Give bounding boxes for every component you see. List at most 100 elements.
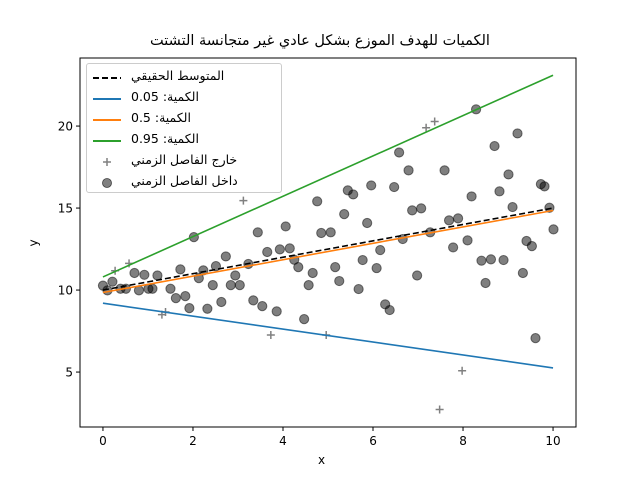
x-tick-label: 2 xyxy=(189,434,197,448)
inside-point xyxy=(339,209,350,220)
inside-point xyxy=(299,313,310,325)
y-axis-ticks: 5 10 15 20 xyxy=(58,120,80,380)
series-line xyxy=(102,207,554,291)
legend-label: الكمية: 0.05 xyxy=(131,89,199,104)
inside-point xyxy=(353,283,364,295)
legend-label: المتوسط الحقيقي xyxy=(131,68,225,83)
y-tick-label: 10 xyxy=(58,284,73,298)
inside-point xyxy=(503,169,514,180)
inside-point xyxy=(548,224,559,235)
inside-point xyxy=(334,275,345,287)
inside-point xyxy=(330,262,341,273)
chart-title: الكميات للهدف الموزع بشكل عادي غير متجان… xyxy=(150,33,490,49)
legend-item-outside-interval: خارج الفاصل الزمني xyxy=(87,151,283,172)
y-tick-label: 5 xyxy=(65,366,73,380)
inside-point xyxy=(362,217,373,229)
inside-point xyxy=(280,221,291,232)
inside-point xyxy=(225,280,236,291)
y-tick-label: 15 xyxy=(58,202,73,216)
data-points xyxy=(97,104,559,414)
inside-point xyxy=(274,244,285,255)
x-tick-label: 0 xyxy=(99,434,107,448)
inside-point xyxy=(526,241,537,252)
inside-point xyxy=(539,181,550,192)
x-tick-label: 4 xyxy=(279,434,287,448)
inside-point xyxy=(476,255,487,266)
outside-point xyxy=(239,196,248,205)
outside-point xyxy=(422,123,431,132)
inside-point xyxy=(257,301,268,312)
inside-point xyxy=(252,227,263,238)
legend-item-quantile-005: الكمية: 0.05 xyxy=(87,88,283,109)
outside-point xyxy=(430,117,439,126)
inside-point xyxy=(371,262,382,274)
legend-item-quantile-095: الكمية: 0.95 xyxy=(87,130,283,151)
inside-point xyxy=(216,296,227,308)
legend-item-inside-interval: داخل الفاصل الزمني xyxy=(87,172,283,193)
inside-point xyxy=(139,269,150,280)
inside-point xyxy=(230,270,241,281)
inside-point xyxy=(416,203,427,214)
legend-item-true-mean: المتوسط الحقيقي xyxy=(87,67,283,88)
inside-point xyxy=(394,147,405,158)
dashed-line-icon xyxy=(93,77,121,79)
inside-point xyxy=(507,201,518,213)
series-line xyxy=(102,74,554,278)
inside-point xyxy=(202,303,213,314)
inside-point xyxy=(184,303,195,314)
inside-point xyxy=(489,140,500,152)
legend-label: خارج الفاصل الزمني xyxy=(131,152,238,167)
inside-point xyxy=(407,205,418,216)
inside-point xyxy=(220,251,231,262)
inside-point xyxy=(384,304,395,316)
inside-point xyxy=(316,227,327,239)
inside-point xyxy=(248,295,259,306)
legend-label: الكمية: 0.95 xyxy=(131,131,199,146)
inside-point xyxy=(207,280,218,291)
inside-point xyxy=(180,291,191,302)
inside-point xyxy=(165,283,176,294)
inside-point xyxy=(389,181,400,193)
y-tick-label: 20 xyxy=(58,120,73,134)
inside-point xyxy=(357,254,368,266)
inside-point xyxy=(530,333,541,344)
x-tick-label: 8 xyxy=(459,434,467,448)
series-line xyxy=(102,302,554,369)
inside-point xyxy=(348,189,359,200)
inside-point xyxy=(129,267,140,279)
inside-point xyxy=(312,196,323,207)
inside-point xyxy=(403,165,414,176)
legend-item-quantile-05: الكمية: 0.5 xyxy=(87,109,283,130)
series-line xyxy=(102,209,554,294)
x-tick-label: 6 xyxy=(369,434,377,448)
inside-point xyxy=(271,306,282,317)
green-line-icon xyxy=(93,140,121,142)
legend: المتوسط الحقيقي الكمية: 0.05 الكمية: 0.5… xyxy=(86,63,282,193)
legend-label: داخل الفاصل الزمني xyxy=(131,173,238,188)
inside-point xyxy=(480,277,491,289)
x-axis-ticks: 0 2 4 6 8 10 xyxy=(99,427,561,448)
quantile-lines xyxy=(102,74,554,369)
inside-point xyxy=(152,270,163,281)
inside-point xyxy=(284,243,295,254)
inside-point xyxy=(412,270,423,281)
orange-line-icon xyxy=(93,119,121,121)
blue-line-icon xyxy=(93,98,121,100)
circle-marker-icon xyxy=(102,178,112,188)
plus-marker-icon xyxy=(103,158,111,166)
inside-point xyxy=(512,128,523,139)
inside-point xyxy=(494,186,505,197)
inside-point xyxy=(293,262,304,273)
outside-point xyxy=(435,405,444,414)
inside-point xyxy=(375,244,386,256)
inside-point xyxy=(498,254,509,266)
inside-point xyxy=(485,254,497,265)
legend-label: الكمية: 0.5 xyxy=(131,110,191,125)
x-axis-label: x xyxy=(318,453,326,467)
inside-point xyxy=(234,280,245,291)
inside-point xyxy=(439,165,450,176)
inside-point xyxy=(170,292,181,304)
inside-point xyxy=(147,283,158,294)
